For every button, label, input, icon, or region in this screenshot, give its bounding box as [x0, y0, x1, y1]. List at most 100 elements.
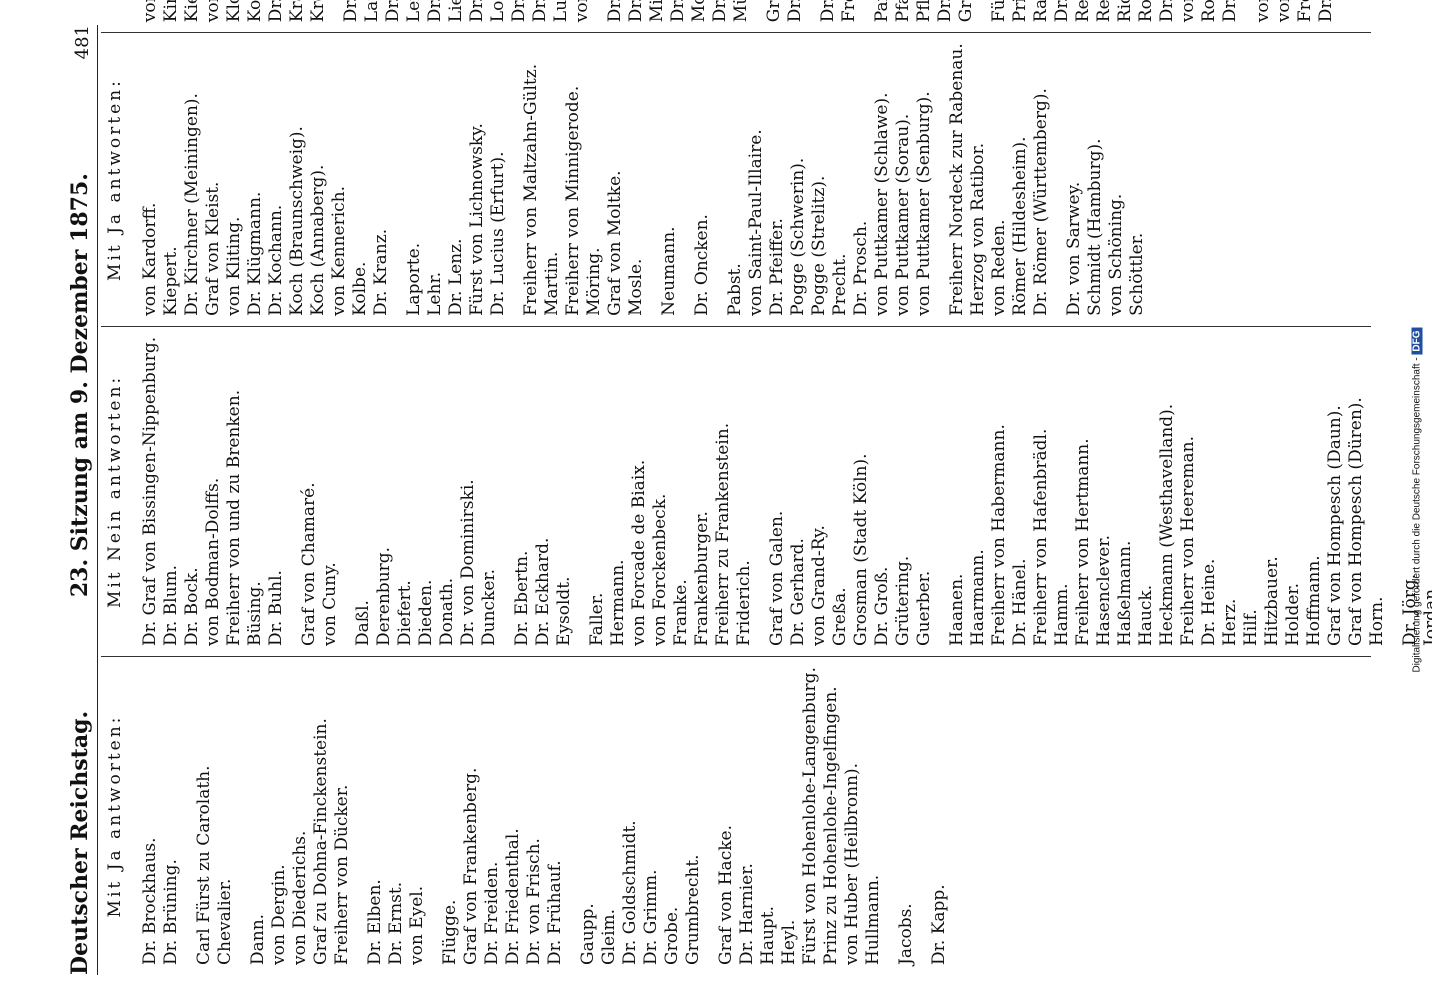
vote-column: Mit Nein antworten: von Kessler.Kirchner …	[101, 0, 1371, 34]
member-name: Pogge (Schwerin).	[788, 157, 808, 316]
member-name: Dr. Pohlmann.	[935, 0, 956, 22]
member-name: Freiherr Nordeck zur Rabenau.	[947, 43, 967, 316]
member-name: Freiherr von Heereman.	[1178, 435, 1198, 647]
member-name: Graf von Moltke.	[605, 170, 625, 316]
name-group: Dann. von Dergin. von Diederichs. Graf zu D…	[248, 667, 353, 965]
name-group: Daßl. Derenburg. Diefert. Dieden. Donath. Dr.…	[353, 337, 500, 646]
name-group: Carl Fürst zu Carolath. Chevalier.	[194, 667, 236, 965]
member-name: Graf von Hompesch (Düren).	[1346, 397, 1366, 647]
member-name: Freiherr von Dücker.	[332, 784, 352, 965]
member-name: von Puttkamer (Senburg).	[914, 91, 934, 316]
member-name: Jacobs.	[896, 903, 916, 965]
member-name: Gleim.	[599, 908, 619, 965]
member-name: Diefert.	[395, 580, 415, 647]
name-group: Dr. von Sarwey. Schmidt (Hamburg). von Sch…	[1064, 43, 1148, 315]
member-name: Kiefer.	[182, 0, 203, 22]
member-name: Dr. Freiherr von Landsberg-Gemen.	[341, 0, 362, 22]
member-name: Richter.	[1115, 0, 1136, 22]
member-name: Freiherr von Minnigerode.	[563, 85, 583, 316]
name-group: Jacobs.	[896, 667, 917, 965]
member-name: Graf von Nayhauß-Cormons.	[764, 0, 785, 22]
member-name: Haanen.	[947, 573, 967, 647]
name-group: Dr. Ebertn. Dr. Eckhard. Eysoldt.	[512, 337, 575, 646]
member-name: Precht.	[830, 253, 850, 316]
member-name: Dr. Bock.	[182, 567, 202, 647]
member-name: Grobe.	[662, 906, 682, 965]
name-group: Dr. Oncken.	[692, 43, 713, 316]
member-name: Flügge.	[440, 899, 460, 965]
member-name: Möring.	[584, 247, 604, 316]
member-name: Dr. Römer (Württemberg).	[1031, 88, 1051, 316]
member-name: Fürst von Hohenlohe-Langenburg.	[800, 667, 820, 965]
member-name: Dieden.	[416, 579, 436, 647]
member-name: Holder.	[1283, 582, 1303, 647]
member-name: Mosle.	[626, 258, 646, 316]
member-name: Dr. Klügmann.	[245, 191, 265, 316]
member-name: von Reden.	[989, 219, 1009, 316]
member-name: Pogge (Strelitz).	[809, 175, 829, 316]
document-page: Deutscher Reichstag. 23. Sitzung am 9. D…	[41, 0, 1432, 995]
member-name: Frankenburger.	[692, 511, 712, 647]
member-name: Martin.	[542, 251, 562, 316]
member-name: Hitzbauer.	[1262, 556, 1282, 647]
member-name: Kochann.	[245, 0, 266, 22]
member-name: Dr. Pfeiffer.	[767, 218, 787, 316]
member-name: Reimer.	[1094, 0, 1115, 22]
member-name: Römer (Hildesheim).	[1010, 136, 1030, 316]
signature-mark: 70*	[1349, 0, 1370, 22]
member-name: Dr. Grimm.	[641, 869, 661, 965]
name-group: Parisius.Pfafferott.Pflüger.Dr. Pohlmann…	[872, 0, 977, 22]
member-name: Freiherr von Ow.	[839, 0, 860, 22]
member-name: Graf von Hacke.	[716, 825, 736, 965]
member-name: Hullmann.	[863, 874, 883, 965]
name-group: Dr. Kapp.	[929, 667, 950, 965]
name-group: Dr. Oppenheim.Freiherr von Ow.	[818, 0, 860, 22]
member-name: Koch (Braunschweig).	[287, 126, 307, 316]
member-name: Hoffmann.	[1304, 555, 1324, 647]
member-name: von Dergin.	[269, 864, 289, 965]
member-name: von Cuny.	[320, 562, 340, 647]
member-name: Haßelmann.	[1115, 540, 1135, 647]
name-group: Graf von Hacke. Dr. Harnier. Haupt. Heyl. Fü…	[716, 667, 884, 965]
name-group: Laporte. Lehr. Dr. Lenz. Fürst von Lichnows…	[404, 43, 509, 316]
member-name: Freiherr von Habermann.	[989, 424, 1009, 647]
name-group: Fürst Radziwill (Adelnau).Prinz Radziwil…	[989, 0, 1241, 22]
footer-text: Digitalisierung gefördert durch die Deut…	[1411, 357, 1423, 673]
member-name: Eysoldt.	[554, 576, 574, 647]
member-name: Dr. Heine.	[1199, 558, 1219, 647]
member-name: Reichensperger (Olpe).	[1073, 0, 1094, 22]
member-name: von Kardorff.	[140, 202, 160, 316]
member-name: Pflüger.	[914, 0, 935, 22]
member-name: Dr. Friedenthal.	[503, 828, 523, 965]
member-name: Hamm.	[1052, 583, 1072, 647]
member-name: Dr. Minckwitz.	[668, 0, 689, 22]
member-name: Dr. Kochann.	[266, 204, 286, 316]
member-name: Lender.	[404, 0, 425, 22]
member-name: Dr. von Rönne.	[1157, 0, 1178, 22]
member-name: Dr. Elben.	[365, 879, 385, 965]
member-name: Dr. Gerhard.	[788, 538, 808, 647]
member-name: Dr. Harnier.	[737, 863, 757, 965]
member-name: Dr. Löwe.	[509, 0, 530, 22]
member-name: Haupt.	[758, 905, 778, 965]
vote-columns: Mit Ja antworten: Dr. Brockhaus. Dr. Brüni…	[101, 0, 1432, 975]
member-name: Prinz zu Hohenlohe-Ingelfingen.	[821, 686, 841, 965]
name-group: von Kessler.Kirchner (Kronach).Kiefer.vo…	[140, 0, 329, 22]
member-name: Dr. Lenz.	[446, 238, 466, 316]
member-name: Liebknecht.	[446, 0, 467, 22]
member-name: Laporte.	[404, 242, 424, 316]
session-title: 23. Sitzung am 9. Dezember 1875.	[67, 173, 93, 598]
member-name: Dr. Ebertn.	[512, 550, 532, 647]
column-heading: Mit Ja antworten:	[105, 714, 125, 918]
member-name: von Huber (Heilbronn).	[842, 762, 862, 965]
member-name: von Forcade de Biaix.	[629, 459, 649, 647]
member-name: Grumbrecht.	[683, 854, 703, 965]
name-group: Graf von Nayhauß-Cormons.Dr. Nieper.	[764, 0, 806, 22]
column-heading: Mit Nein antworten:	[105, 374, 125, 609]
member-name: Freiherr von Hafenbrädl.	[1031, 428, 1051, 647]
member-name: Graf von Frankenberg.	[461, 767, 481, 965]
member-name: Carl Fürst zu Carolath.	[194, 765, 214, 965]
member-name: Dr. Merkle.	[626, 0, 647, 22]
name-group: Gaupp. Gleim. Dr. Goldschmidt. Dr. Grimm. Gr…	[578, 667, 704, 965]
member-name: Dr. Mayer (Donauwörth).	[605, 0, 626, 22]
